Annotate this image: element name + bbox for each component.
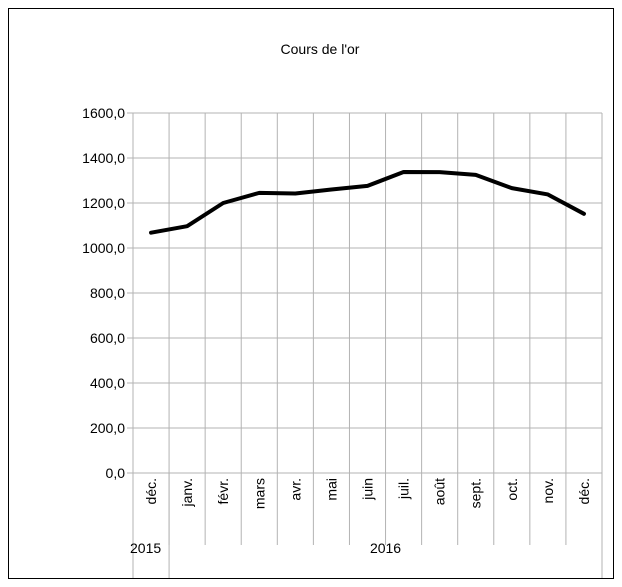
group-label: 2015 — [130, 540, 161, 556]
y-tick-label: 200,0 — [90, 420, 125, 436]
y-tick-label: 800,0 — [90, 285, 125, 301]
y-tick-label: 1200,0 — [82, 195, 125, 211]
group-label: 2016 — [370, 540, 401, 556]
x-tick-label: déc. — [576, 478, 592, 504]
x-tick-label: avr. — [287, 478, 303, 501]
x-tick-label: juil. — [396, 478, 412, 500]
x-tick-label: janv. — [179, 478, 195, 508]
chart-title: Cours de l'or — [281, 41, 360, 57]
y-tick-label: 1000,0 — [82, 240, 125, 256]
x-tick-label: févr. — [215, 478, 231, 504]
x-tick-label: août — [432, 478, 448, 505]
x-tick-label: mars — [251, 478, 267, 509]
x-tick-label: déc. — [143, 478, 159, 504]
y-tick-label: 1600,0 — [82, 105, 125, 121]
x-tick-label: nov. — [540, 478, 556, 503]
y-tick-label: 1400,0 — [82, 150, 125, 166]
y-tick-label: 0,0 — [106, 465, 126, 481]
x-tick-label: sept. — [468, 478, 484, 508]
data-line — [149, 169, 586, 235]
y-tick-label: 600,0 — [90, 330, 125, 346]
x-tick-label: oct. — [504, 478, 520, 501]
y-tick-label: 400,0 — [90, 375, 125, 391]
x-tick-label: juin — [360, 478, 376, 501]
x-tick-label: mai — [323, 478, 339, 501]
